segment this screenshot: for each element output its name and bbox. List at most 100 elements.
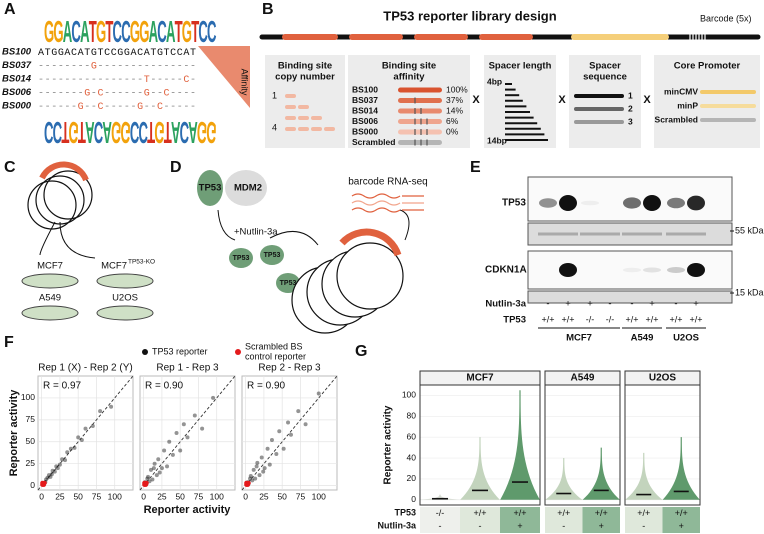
tp53-cell: +/+ <box>473 508 486 518</box>
band <box>559 195 577 211</box>
tp53 <box>197 170 223 206</box>
facet-title: MCF7 <box>466 373 494 384</box>
point <box>63 458 68 463</box>
band <box>623 267 641 273</box>
x-tick-label: 0 <box>243 491 248 501</box>
row-label: TP53 <box>394 507 416 517</box>
blot-label: CDKN1A <box>485 265 527 276</box>
promoter-label: minCMV <box>664 86 698 96</box>
row-label: BS037 <box>2 60 32 71</box>
affinity-bar <box>398 87 442 93</box>
band <box>539 198 557 208</box>
point <box>254 464 259 469</box>
affinity-pct: 0% <box>446 126 459 136</box>
copy-bar <box>298 116 309 120</box>
facet-title: A549 <box>571 373 595 384</box>
point <box>257 473 262 478</box>
point <box>152 461 157 466</box>
blot-label: TP53 <box>502 198 526 209</box>
spacer-label: 4bp <box>487 76 502 86</box>
genotype-cell: +/+ <box>669 314 682 324</box>
legend-dot <box>235 349 241 355</box>
x-tick-label: 25 <box>157 491 167 501</box>
nutlin-cell: - <box>439 521 442 531</box>
row-label: TP53 <box>503 315 526 326</box>
point <box>261 469 266 474</box>
point <box>174 431 179 435</box>
point <box>262 466 267 471</box>
violin <box>545 458 583 500</box>
protein-label: MDM2 <box>234 183 262 194</box>
genotype-cell: -/- <box>606 314 615 324</box>
plasmid <box>336 242 404 310</box>
y-tick-label: 0 <box>411 494 416 504</box>
x-tick-label: 100 <box>210 491 224 501</box>
point <box>156 457 161 462</box>
y-axis-label: Reporter activity <box>383 405 394 484</box>
point <box>72 445 77 450</box>
affinity-pct: 100% <box>446 84 468 94</box>
times: X <box>558 94 566 106</box>
rna-read <box>351 200 424 206</box>
point <box>288 432 293 437</box>
design-box <box>654 55 760 148</box>
violin <box>662 437 700 500</box>
point <box>50 468 55 473</box>
x-axis-label: Reporter activity <box>144 504 232 516</box>
copy-bar <box>311 127 322 131</box>
table-cell <box>460 520 500 533</box>
point <box>248 473 253 478</box>
tp53-cell: +/+ <box>557 508 570 518</box>
box-title: Binding site <box>382 61 436 72</box>
box-title: Spacer <box>589 61 621 72</box>
sequence: -------G-C------G--C---- <box>38 88 196 99</box>
times: X <box>472 94 480 106</box>
plot-area <box>37 375 134 491</box>
facet-title: Rep 1 (X) - Rep 2 (Y) <box>38 363 132 374</box>
violin <box>500 390 540 500</box>
tp53-cell: +/+ <box>513 508 526 518</box>
point <box>76 435 81 440</box>
dish <box>96 305 154 321</box>
point <box>277 429 282 434</box>
legend-label: control reporter <box>245 351 306 361</box>
plot-area <box>624 384 701 506</box>
copy-bar <box>311 116 322 120</box>
y-tick-label: 100 <box>21 392 35 402</box>
point <box>286 420 291 425</box>
point <box>170 452 175 457</box>
x-tick-label: 50 <box>73 491 83 501</box>
promoter-label: minP <box>677 100 698 110</box>
affinity-row: BS100 <box>352 84 378 94</box>
group-label: A549 <box>631 333 654 344</box>
table-cell <box>662 520 700 533</box>
plot-area <box>139 375 236 491</box>
nutlin-cell: - <box>608 299 611 310</box>
point <box>48 474 53 479</box>
affinity-bar <box>398 108 442 114</box>
x-tick-label: 50 <box>175 491 185 501</box>
plot-area <box>241 375 338 491</box>
point <box>46 473 51 478</box>
genotype-cell: +/+ <box>625 314 638 324</box>
point <box>157 470 162 475</box>
point <box>253 476 258 481</box>
band <box>687 195 705 211</box>
point <box>45 475 50 480</box>
box-title: Core Promoter <box>674 61 741 72</box>
nutlin-cell: - <box>562 521 565 531</box>
point <box>248 476 253 481</box>
violin <box>582 447 620 500</box>
plasmid <box>43 170 93 220</box>
cell-superscript: TP53-KO <box>128 259 155 266</box>
table-cell <box>582 520 620 533</box>
x-tick-label: 75 <box>92 491 102 501</box>
genotype-cell: +/+ <box>561 314 574 324</box>
copy-bar <box>285 94 296 98</box>
point <box>52 469 57 474</box>
box-title: Spacer length <box>489 61 552 72</box>
point <box>316 391 321 396</box>
marker-label: 55 kDa <box>735 225 764 235</box>
spacer-label: 14bp <box>487 135 507 145</box>
